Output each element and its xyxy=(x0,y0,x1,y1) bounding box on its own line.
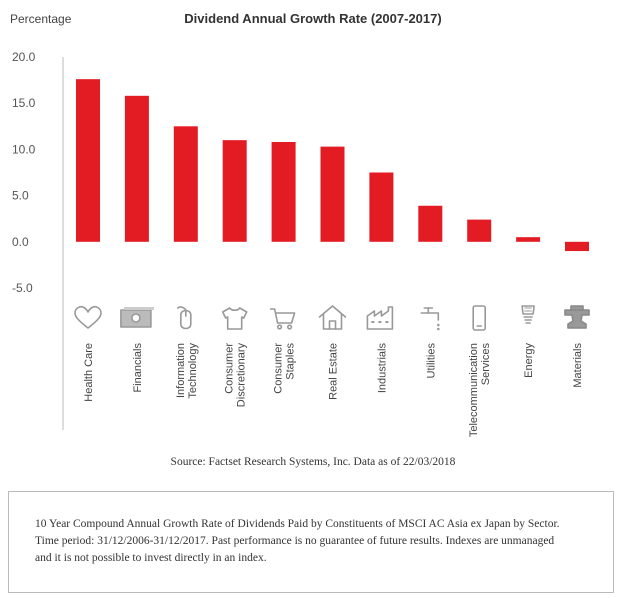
source-note: Source: Factset Research Systems, Inc. D… xyxy=(170,456,456,468)
category-label: Utilities xyxy=(425,343,437,379)
y-tick-label: 10.0 xyxy=(12,142,36,156)
y-tick-label: 15.0 xyxy=(12,96,36,110)
bar xyxy=(369,172,394,242)
tshirt-icon xyxy=(221,307,248,330)
category-label: Telecommunication xyxy=(468,343,480,437)
category-label: Energy xyxy=(523,343,535,378)
y-tick-label: 20.0 xyxy=(12,50,36,64)
bar xyxy=(418,205,443,242)
category-label: Staples xyxy=(285,343,297,380)
heart-icon xyxy=(74,305,102,329)
shopping-cart-icon xyxy=(269,308,296,330)
bar xyxy=(76,79,100,242)
category-label: Industrials xyxy=(376,343,388,394)
bar xyxy=(222,140,247,242)
mouse-icon xyxy=(177,306,192,330)
factory-icon xyxy=(366,306,394,330)
bar xyxy=(271,142,296,242)
mobile-phone-icon xyxy=(472,305,487,331)
category-label: Real Estate xyxy=(328,343,340,400)
bar xyxy=(516,237,541,242)
category-label: Discretionary xyxy=(236,343,248,408)
category-label: Health Care xyxy=(83,343,95,402)
chart-title: Dividend Annual Growth Rate (2007-2017) xyxy=(184,11,442,26)
footnote-line: Time period: 31/12/2006-31/12/2017. Past… xyxy=(35,535,555,547)
bar xyxy=(467,219,492,242)
category-label: Information xyxy=(175,343,187,398)
footnote-box: 10 Year Compound Annual Growth Rate of D… xyxy=(8,491,614,593)
bar xyxy=(124,95,149,242)
category-label: Materials xyxy=(572,343,584,388)
footnote-line: 10 Year Compound Annual Growth Rate of D… xyxy=(35,518,560,530)
bar xyxy=(320,146,345,242)
y-tick-label: 5.0 xyxy=(12,189,29,203)
bar-chart: 20.0 15.0 10.0 5.0 0.0 -5.0 Health Care Financ… xyxy=(12,50,590,437)
banknote-icon xyxy=(120,307,154,328)
house-icon xyxy=(318,305,347,330)
y-tick-label: 0.0 xyxy=(12,235,29,249)
anvil-icon xyxy=(564,305,590,329)
category-label: Technology xyxy=(187,343,199,399)
bar xyxy=(173,126,198,242)
category-label: Consumer xyxy=(224,343,236,394)
y-axis-label: Percentage xyxy=(10,12,72,26)
category-label: Financials xyxy=(132,343,144,393)
lightbulb-icon xyxy=(521,305,535,324)
category-label: Services xyxy=(480,343,492,386)
category-label: Consumer xyxy=(273,343,285,394)
faucet-icon xyxy=(420,307,440,331)
bar xyxy=(565,241,589,252)
footnote-line: and it is not possible to invest directl… xyxy=(35,552,267,564)
y-tick-label: -5.0 xyxy=(12,281,33,295)
